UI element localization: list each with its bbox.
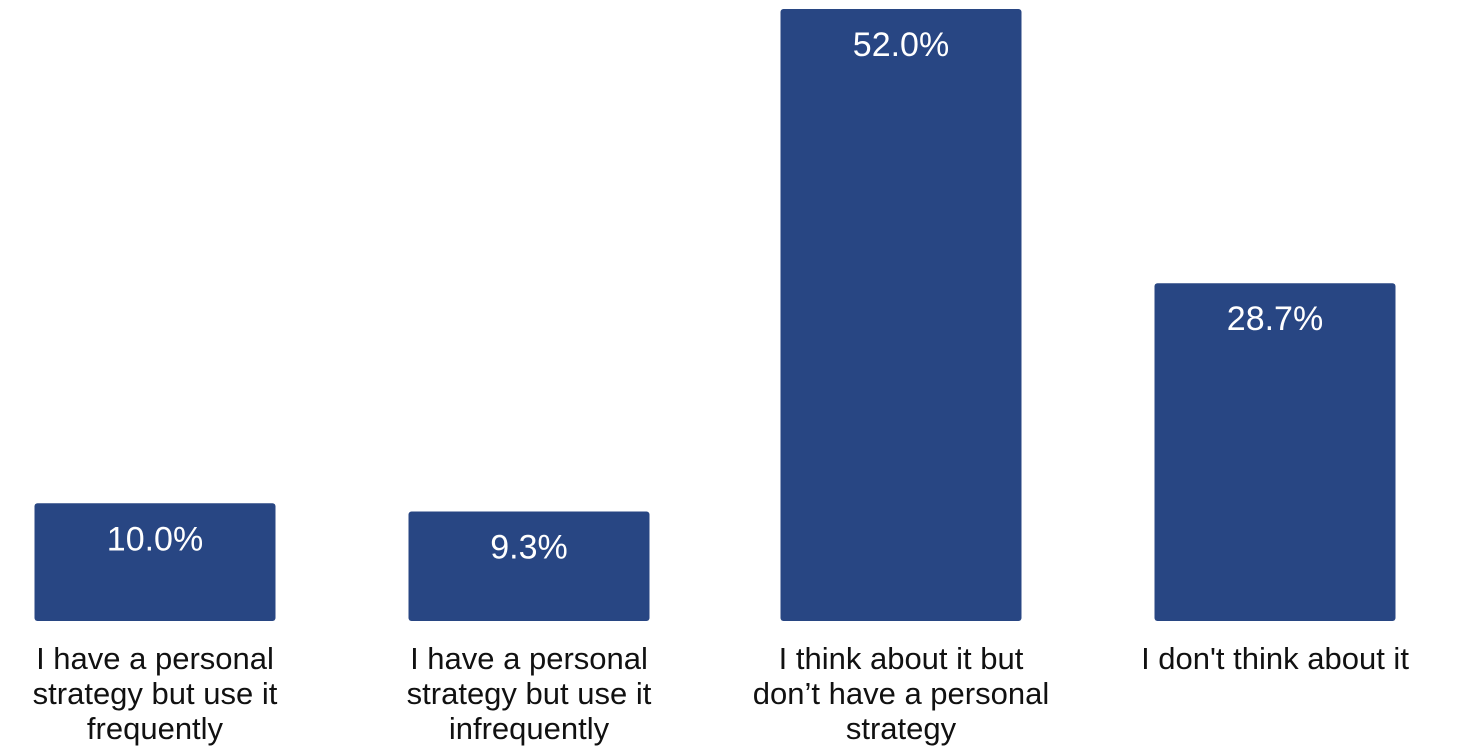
category-label-1-line-3: frequently: [87, 711, 224, 746]
data-label-1: 10.0%: [107, 520, 203, 558]
bar-4: [1154, 283, 1396, 621]
data-label-4: 28.7%: [1227, 300, 1323, 338]
category-label-2-line-3: infrequently: [449, 711, 610, 746]
bar-3: [780, 9, 1022, 621]
category-label-4-line-1: I don't think about it: [1141, 641, 1409, 676]
category-label-3-line-1: I think about it but: [779, 641, 1024, 676]
category-label-3-line-2: don’t have a personal: [753, 676, 1049, 711]
bars-group: [34, 9, 1396, 621]
category-label-3: I think about it but don’t have a persona…: [753, 641, 1049, 746]
bar-2: [408, 511, 650, 621]
category-labels-group: I have a personal strategy but use it freq…: [33, 641, 1410, 746]
data-label-3: 52.0%: [853, 26, 949, 64]
category-label-3-line-3: strategy: [846, 711, 957, 746]
category-label-1-line-2: strategy but use it: [33, 676, 278, 711]
data-label-2: 9.3%: [490, 529, 568, 567]
category-label-2: I have a personal strategy but use it infr…: [407, 641, 652, 746]
data-labels-group: 10.0% 9.3% 52.0% 28.7%: [107, 26, 1323, 567]
category-label-1: I have a personal strategy but use it freq…: [33, 641, 278, 746]
category-label-2-line-1: I have a personal: [410, 641, 648, 676]
category-label-4: I don't think about it: [1141, 641, 1409, 676]
category-label-2-line-2: strategy but use it: [407, 676, 652, 711]
bar-1: [34, 503, 276, 621]
category-label-1-line-1: I have a personal: [36, 641, 274, 676]
